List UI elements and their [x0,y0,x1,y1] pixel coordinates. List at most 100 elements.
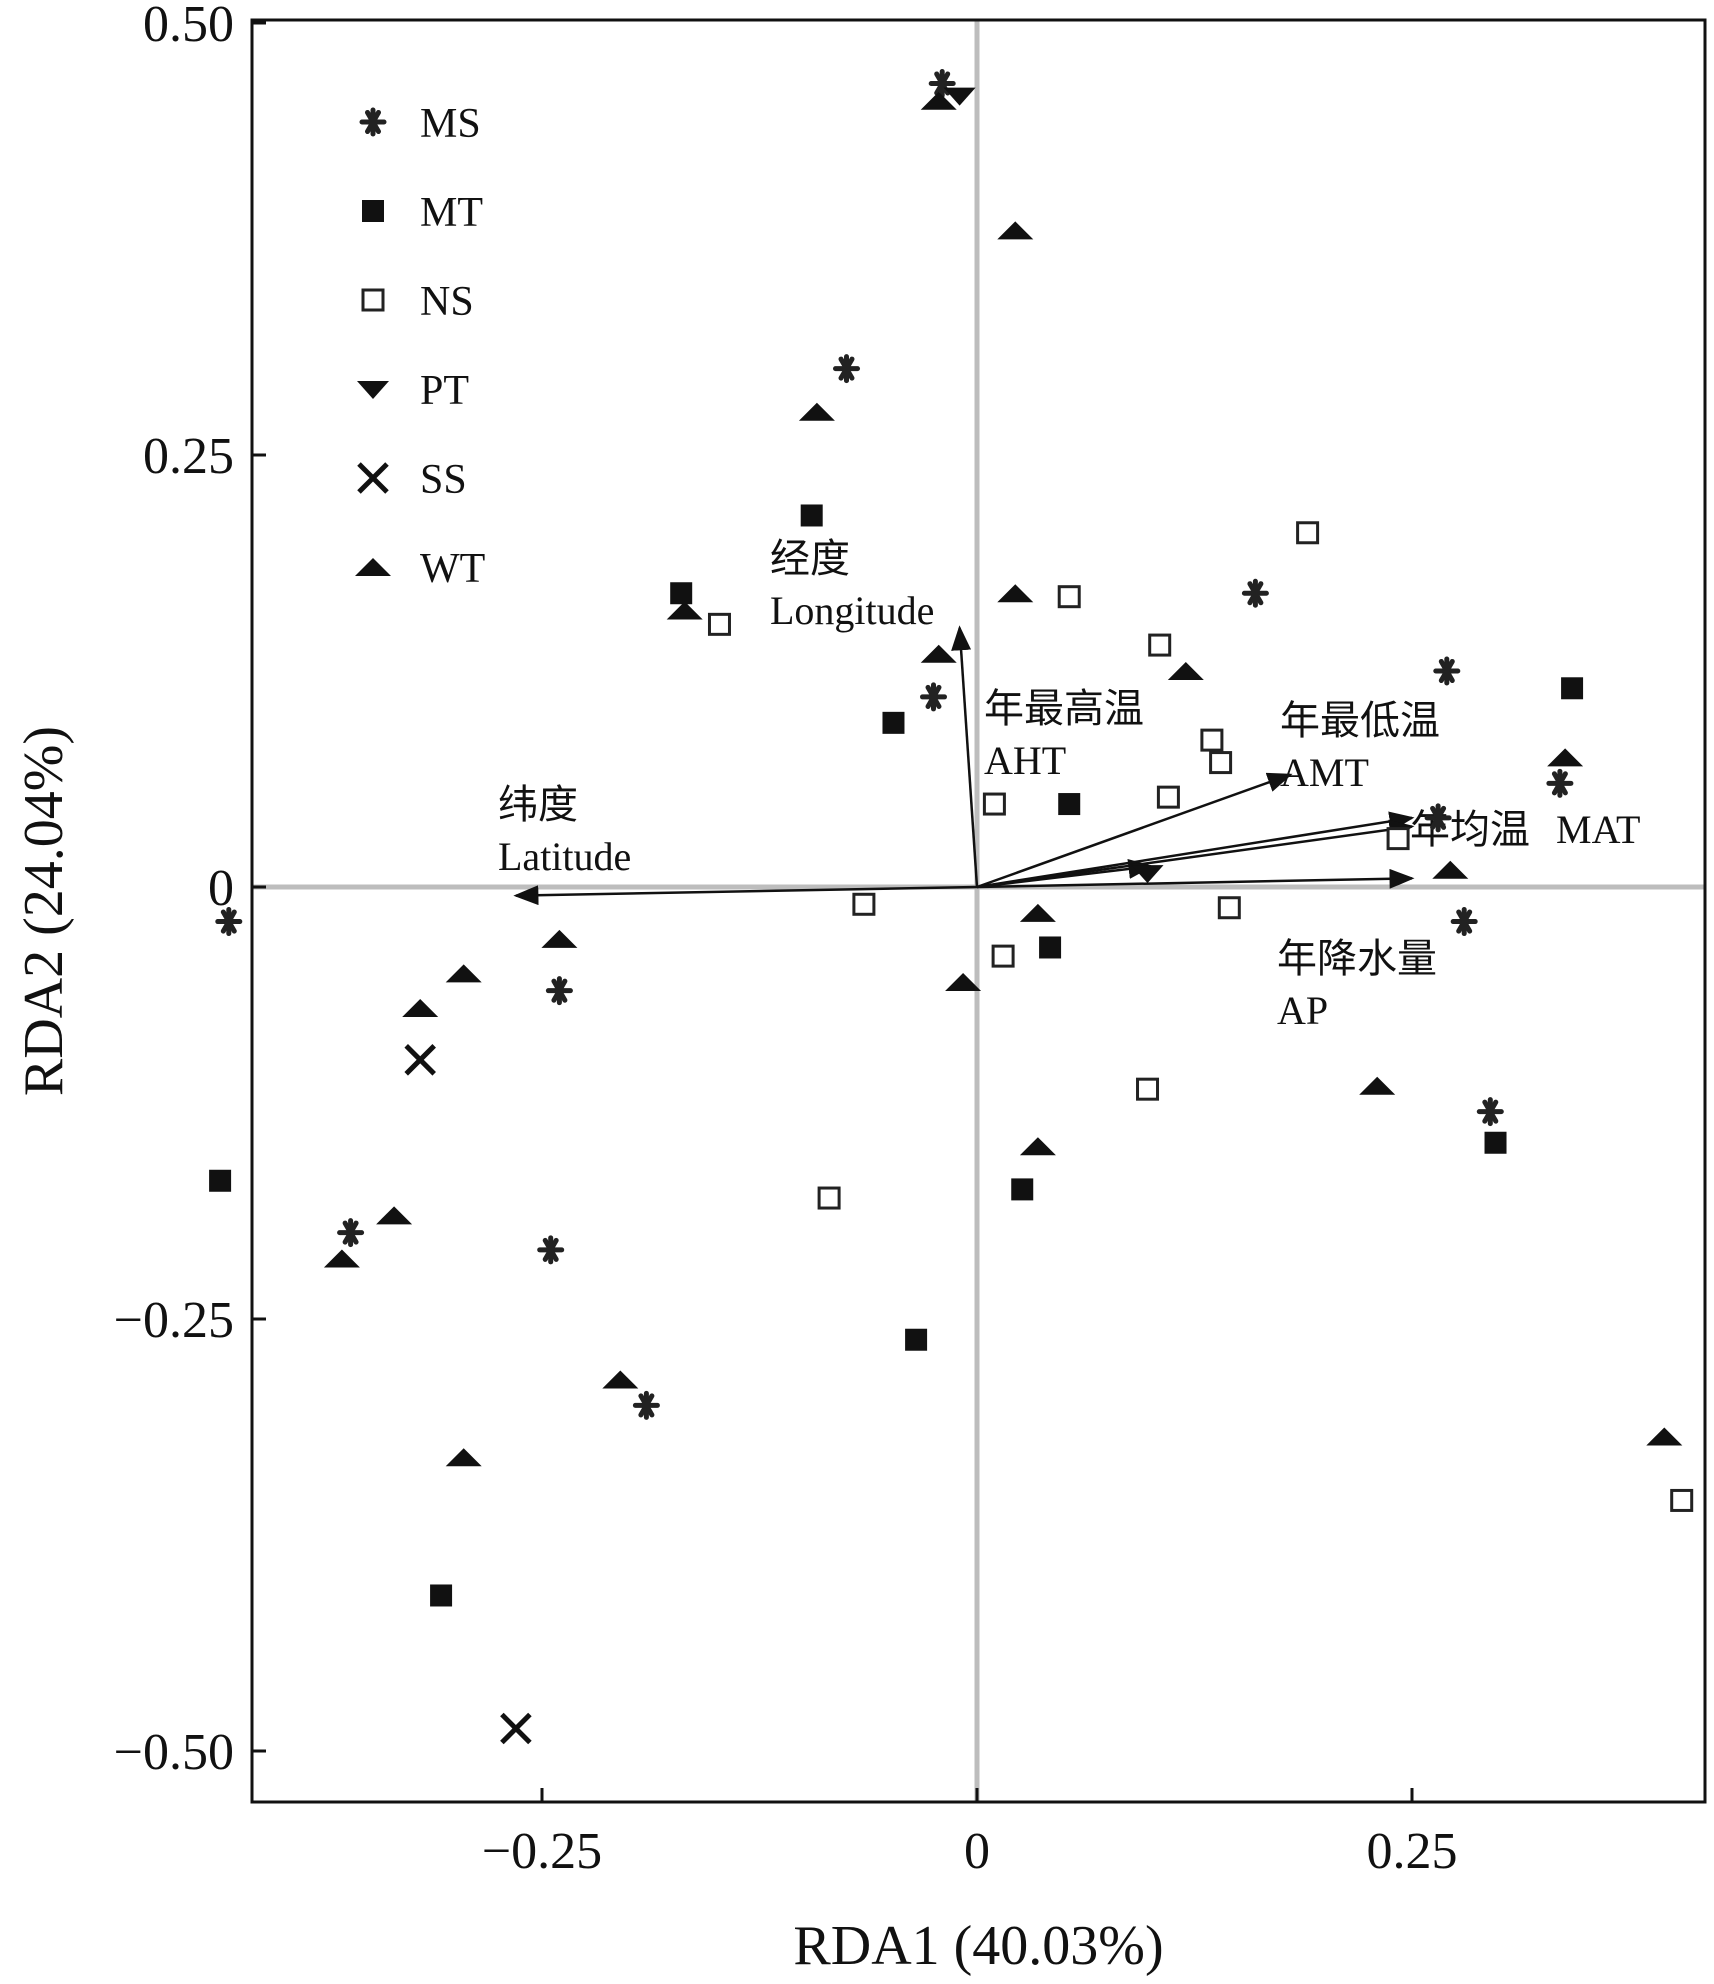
point-mt [800,504,823,527]
point-wt [541,929,578,948]
point-ns [1057,585,1081,609]
vector-longitude [951,625,979,888]
point-ss [404,1044,436,1076]
vector-label-ap-en: AP [1277,988,1328,1033]
vector-ap [976,868,1415,889]
point-mt [1058,793,1081,816]
point-wt [920,91,957,110]
legend-label-pt: PT [420,368,469,414]
legend-label-ns: NS [420,279,474,325]
point-wt [666,601,703,620]
point-wt [1167,662,1204,680]
point-ms [337,1218,365,1248]
legend-marker-ms [359,107,387,137]
point-ns [991,944,1015,968]
point-wt [402,998,439,1017]
point-mt [1561,677,1584,700]
point-wt [798,402,835,421]
vector-mat [976,811,1415,889]
point-ms [1424,803,1452,833]
point-wt [1432,860,1469,879]
point-ms [1546,768,1574,798]
data-points [209,68,1694,1745]
point-ms [1476,1097,1504,1127]
series-ns [707,521,1694,1512]
point-ns [1209,751,1233,775]
point-mt [1039,936,1062,959]
legend-marker-pt [357,381,389,399]
x-tick-label: −0.25 [482,1823,602,1880]
series-ss [404,1044,532,1745]
point-wt [602,1370,639,1389]
point-wt [1547,748,1584,767]
vector-mat-2 [976,819,1415,889]
point-wt [376,1206,413,1225]
vector-amt [976,772,1293,889]
point-wt [1359,1076,1396,1095]
point-ms [1450,907,1478,937]
x-axis-title: RDA1 (40.03%) [793,1915,1163,1977]
point-wt [1019,1137,1056,1156]
point-ns [1200,728,1224,752]
point-mt [1011,1178,1034,1201]
point-mt [905,1328,928,1351]
point-wt [945,973,982,992]
series-mt [209,504,1584,1607]
vector-label-amt-en: AMT [1280,750,1369,795]
series-ms [215,68,1574,1420]
point-ns [1217,896,1241,920]
point-ns [1386,827,1410,851]
point-wt [323,1249,360,1268]
point-ms [1241,578,1269,608]
point-wt [997,584,1034,603]
legend: MS MT NS PT SS WT [355,101,485,592]
vector-label-latitude-en: Latitude [498,834,631,879]
point-ms [537,1235,565,1265]
y-axis-title: RDA2 (24.04%) [13,726,75,1096]
point-mt [430,1584,453,1607]
point-ns [1156,785,1180,809]
point-mt [882,711,905,734]
vector-label-aht-en: AHT [984,738,1066,783]
point-wt [1019,903,1056,922]
point-pt [943,87,976,106]
legend-marker-ns [361,288,385,312]
point-ns [1136,1077,1160,1101]
point-ms [545,976,573,1006]
legend-label-ss: SS [420,457,467,503]
vector-label-amt-zh: 年最低温 [1280,698,1440,743]
point-ms [632,1390,660,1420]
point-ms [833,354,860,384]
vector-label-ap-zh: 年降水量 [1277,936,1437,981]
point-ms [920,682,947,712]
series-wt [323,91,1683,1467]
point-ns [707,612,731,636]
point-wt [445,964,482,983]
vector-label-aht-zh: 年最高温 [984,686,1144,731]
y-tick-label: 0.50 [143,0,234,53]
point-ms [215,907,243,937]
y-tick-label: −0.50 [114,1724,234,1781]
point-ns [1148,633,1172,657]
point-ns [1670,1488,1694,1512]
point-wt [920,644,957,663]
vector-label-mat-en: MAT [1556,807,1640,852]
legend-label-ms: MS [420,101,481,147]
point-wt [1646,1427,1683,1446]
point-pt [1131,865,1164,884]
legend-marker-wt [355,558,391,576]
series-pt [943,87,1164,884]
legend-label-mt: MT [420,190,483,236]
point-mt [209,1169,232,1192]
point-ms [1433,656,1461,686]
legend-label-wt: WT [420,546,485,592]
legend-marker-ss [357,462,389,494]
y-tick-label: 0.25 [143,428,234,485]
point-ms [928,68,956,98]
vector-label-mat-zh: 年均温 [1410,807,1530,852]
axis-ticks: −0.25 0 0.250.500.250−0.25−0.50 [114,0,1458,1880]
point-ns [852,892,876,916]
point-wt [997,221,1034,240]
y-tick-label: −0.25 [114,1292,234,1349]
vector-latitude [513,885,978,906]
